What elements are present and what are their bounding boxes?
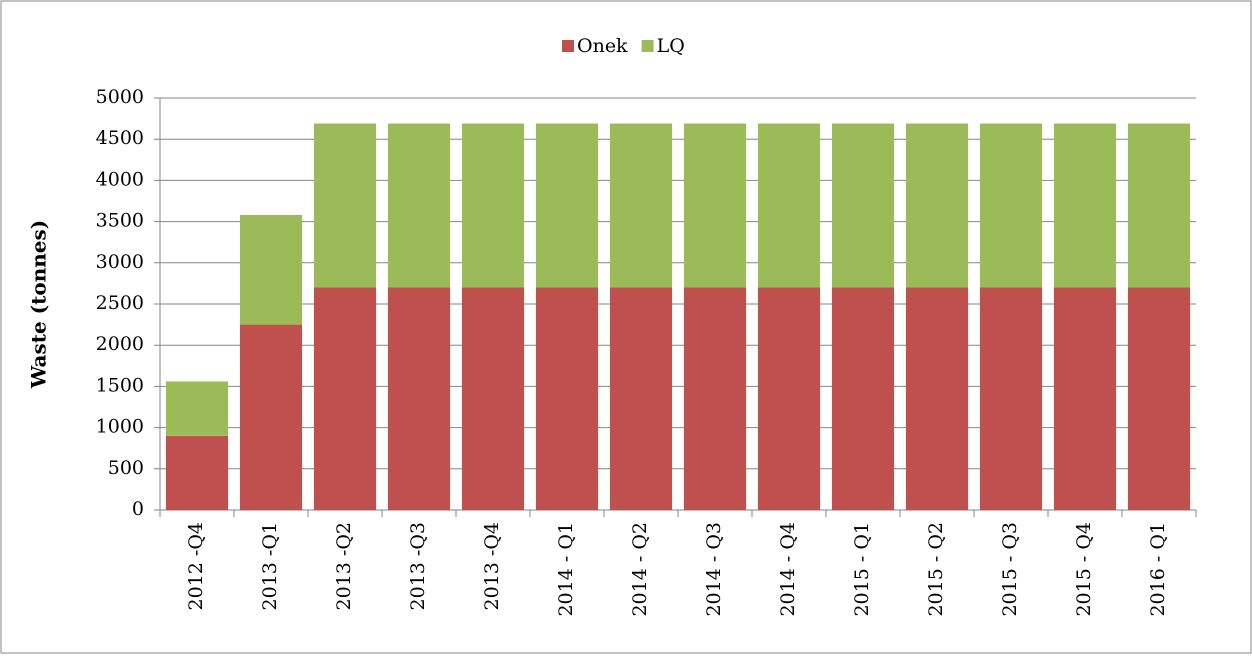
y-tick-label: 2500 bbox=[96, 292, 144, 314]
bar-segment bbox=[979, 123, 1043, 288]
legend-label: Onek bbox=[577, 35, 628, 57]
bar-segment bbox=[239, 215, 303, 325]
bar-segment bbox=[683, 123, 747, 288]
bar-segment bbox=[609, 287, 673, 510]
bar-segment bbox=[905, 123, 969, 288]
bar-segment bbox=[165, 435, 229, 510]
bar-segment bbox=[979, 287, 1043, 510]
y-tick-label: 0 bbox=[132, 498, 144, 520]
bar-segment bbox=[1053, 287, 1117, 510]
bar-segment bbox=[757, 287, 821, 510]
legend-label: LQ bbox=[657, 35, 685, 57]
bar-segment bbox=[387, 287, 451, 510]
bar-segment bbox=[757, 123, 821, 288]
y-tick-label: 500 bbox=[108, 457, 144, 479]
x-tick-label: 2015 - Q1 bbox=[851, 522, 873, 617]
x-tick-label: 2013 -Q2 bbox=[333, 522, 355, 610]
x-tick-label: 2016 - Q1 bbox=[1147, 522, 1169, 617]
x-tick-label: 2014 - Q4 bbox=[777, 522, 799, 617]
bar-segment bbox=[831, 123, 895, 288]
x-tick-label: 2015 - Q2 bbox=[925, 522, 947, 617]
x-tick-label: 2014 - Q3 bbox=[703, 522, 725, 617]
x-tick-label: 2013 -Q3 bbox=[407, 522, 429, 610]
bar-segment bbox=[831, 287, 895, 510]
y-tick-label: 5000 bbox=[96, 86, 144, 108]
y-tick-label: 4500 bbox=[96, 127, 144, 149]
x-tick-label: 2014 - Q1 bbox=[555, 522, 577, 617]
legend-swatch bbox=[641, 40, 654, 52]
y-tick-label: 2000 bbox=[96, 333, 144, 355]
x-tick-label: 2015 - Q4 bbox=[1073, 522, 1095, 617]
legend-swatch bbox=[562, 40, 574, 52]
y-tick-label: 3500 bbox=[96, 210, 144, 232]
bar-segment bbox=[239, 324, 303, 510]
x-tick-label: 2013 -Q1 bbox=[259, 522, 281, 610]
bar-segment bbox=[535, 287, 599, 510]
x-tick-label: 2015 - Q3 bbox=[999, 522, 1021, 617]
bar-segment bbox=[1127, 123, 1191, 288]
x-tick-label: 2014 - Q2 bbox=[629, 522, 651, 617]
bar-segment bbox=[1053, 123, 1117, 288]
x-tick-label: 2013 -Q4 bbox=[481, 522, 503, 610]
bar-segment bbox=[535, 123, 599, 288]
y-tick-label: 3000 bbox=[96, 251, 144, 273]
bar-segment bbox=[165, 381, 229, 436]
bar-segment bbox=[1127, 287, 1191, 510]
bar-segment bbox=[905, 287, 969, 510]
bar-segment bbox=[313, 287, 377, 510]
bar-segment bbox=[313, 123, 377, 288]
y-axis-label: Waste (tonnes) bbox=[27, 220, 51, 389]
bar-segment bbox=[387, 123, 451, 288]
bar-segment bbox=[461, 287, 525, 510]
bar-segment bbox=[683, 287, 747, 510]
y-tick-label: 1500 bbox=[96, 374, 144, 396]
bar-segment bbox=[609, 123, 673, 288]
bar-segment bbox=[461, 123, 525, 288]
x-tick-label: 2012 -Q4 bbox=[185, 522, 207, 610]
y-tick-label: 1000 bbox=[96, 416, 144, 438]
y-tick-label: 4000 bbox=[96, 168, 144, 190]
